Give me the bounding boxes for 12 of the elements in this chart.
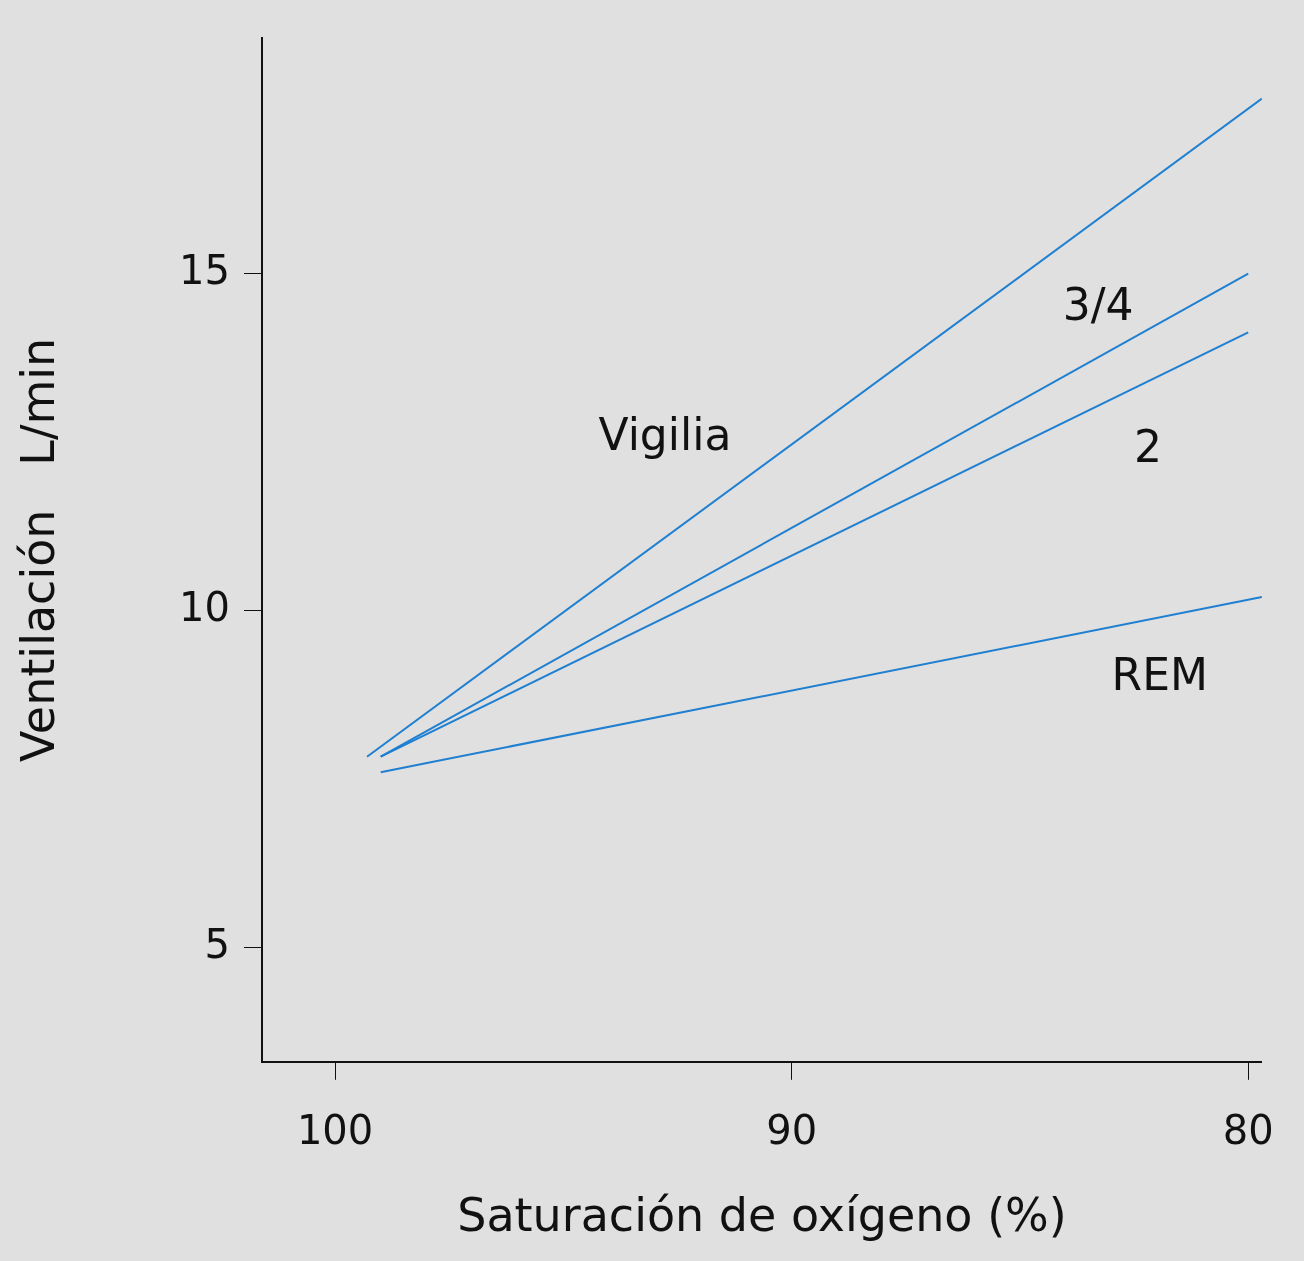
- series-label: 2: [1134, 421, 1163, 473]
- y-tick-label: 5: [204, 920, 230, 967]
- y-tick-label: 10: [179, 583, 230, 630]
- series-label: 3/4: [1062, 278, 1134, 330]
- x-tick-label: 80: [1222, 1107, 1274, 1154]
- series-label: Vigilia: [598, 408, 732, 460]
- y-tick-label: 15: [179, 247, 230, 294]
- x-axis-title: Saturación de oxígeno (%): [457, 1188, 1067, 1243]
- series-label: REM: [1111, 648, 1208, 700]
- x-tick-label: 100: [296, 1107, 374, 1154]
- y-axis-title: Ventilación L/min: [10, 337, 65, 763]
- x-tick-label: 90: [766, 1107, 818, 1154]
